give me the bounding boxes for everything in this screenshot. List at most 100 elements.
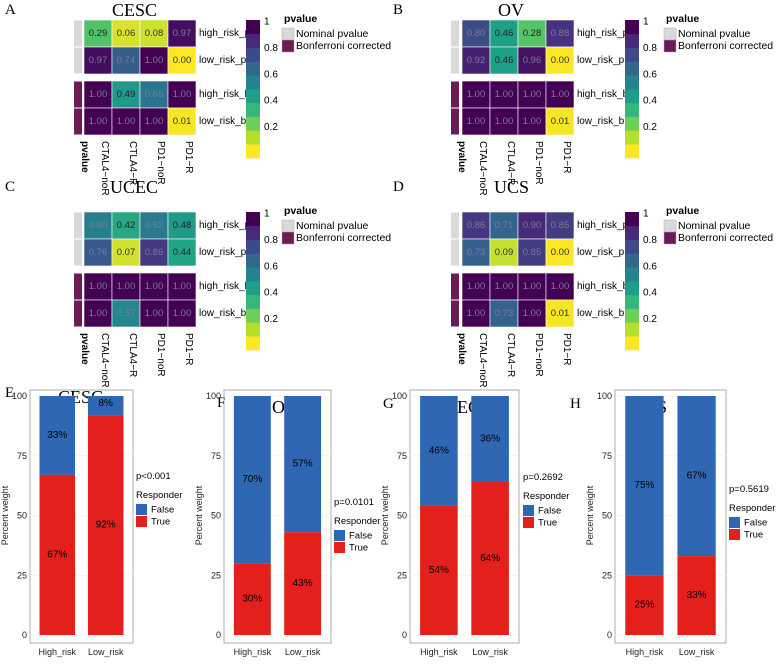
heatmap-cell: [167, 299, 197, 328]
panel-letter: G: [383, 396, 394, 412]
annotation-cell: [74, 81, 82, 108]
colorbar-segment: [246, 336, 260, 351]
legend-label: Bonferroni corrected: [296, 232, 391, 244]
panel-letter: H: [570, 396, 581, 412]
cell-value-label: 0.44: [173, 247, 192, 258]
cell-value-label: 0.60: [89, 220, 108, 231]
cell-value-label: 1.00: [523, 281, 542, 292]
heatmap-cell: [517, 19, 547, 48]
bar-true: [87, 415, 124, 635]
bar-label-false: 70%: [242, 474, 262, 485]
cell-value-label: 1.00: [89, 281, 108, 292]
row-label: high_risk_b: [199, 281, 251, 292]
colorbar-segment: [625, 294, 639, 309]
cell-value-label: 1.00: [523, 116, 542, 127]
legend-title: pvalue: [666, 13, 699, 25]
colorbar-segment: [625, 47, 639, 62]
legend-title: Responder: [334, 516, 380, 527]
legend-label: Nominal pvalue: [678, 220, 751, 232]
annotation-label: pvalue: [456, 141, 467, 173]
heatmap-cell: [83, 211, 113, 240]
panel-letter: F: [217, 395, 225, 411]
bar-true: [39, 474, 76, 635]
heatmap-cell: [517, 80, 547, 109]
panel-letter: D: [393, 179, 404, 195]
heatmap-cell: [489, 46, 519, 75]
heatmap-cell: [139, 46, 169, 75]
legend-label: False: [349, 531, 372, 542]
heatmap-cell: [111, 80, 141, 109]
colorbar-tick-label: 1: [643, 17, 649, 28]
legend-swatch: [281, 219, 295, 233]
annotation-cell: [74, 212, 82, 239]
cell-value-label: 0.92: [467, 55, 486, 66]
bar-true: [284, 532, 322, 635]
panel-title: OV: [498, 0, 524, 20]
cell-value-label: 1.00: [173, 281, 192, 292]
colorbar-segment: [625, 33, 639, 48]
bar-label-true: 33%: [687, 590, 707, 601]
cell-value-label: 0.46: [495, 28, 514, 39]
legend-swatch: [281, 39, 295, 53]
cell-value-label: 1.00: [467, 308, 486, 319]
colorbar-segment: [625, 75, 639, 90]
heatmap-cell: [545, 80, 575, 109]
colorbar-segment: [246, 281, 260, 296]
legend-title: pvalue: [284, 205, 317, 217]
legend-label: True: [349, 543, 368, 554]
cell-value-label: 0.71: [495, 220, 514, 231]
annotation-label: pvalue: [456, 333, 467, 365]
cell-value-label: 0.00: [173, 55, 192, 66]
column-label: CTAL4−noR: [99, 333, 110, 388]
bar-false: [471, 396, 509, 483]
heatmap-cell: [111, 46, 141, 75]
heatmap-cell: [111, 238, 141, 267]
column-label: PD1−R: [183, 141, 194, 174]
heatmap-cell: [545, 238, 575, 267]
colorbar-tick-label: 0.4: [643, 96, 657, 107]
x-tick-label: Low_risk: [285, 647, 321, 657]
bar-false: [677, 396, 716, 557]
colorbar-tick-label: 0.8: [643, 235, 657, 246]
cell-value-label: 1.00: [173, 308, 192, 319]
colorbar-segment: [246, 212, 260, 227]
y-tick-label: 25: [602, 570, 612, 580]
panel-title: UCS: [494, 177, 529, 197]
colorbar-segment: [246, 47, 260, 62]
bar-label-true: 54%: [429, 565, 449, 576]
cell-value-label: 1.00: [523, 89, 542, 100]
legend-label: Nominal pvalue: [296, 220, 369, 232]
legend-label: False: [538, 506, 561, 517]
row-label: high_risk_b: [577, 281, 629, 292]
heatmap-cell: [489, 19, 519, 48]
column-label: PD1−noR: [533, 141, 544, 185]
column-label: CTLA4−R: [505, 333, 516, 377]
colorbar-segment: [625, 144, 639, 159]
cell-value-label: 0.00: [551, 247, 570, 258]
cell-value-label: 1.00: [495, 281, 514, 292]
cell-value-label: 1.00: [551, 89, 570, 100]
colorbar-segment: [625, 130, 639, 145]
cell-value-label: 1.00: [467, 281, 486, 292]
pvalue-label: p<0.001: [136, 471, 171, 482]
row-label: low_risk_b: [577, 308, 625, 319]
colorbar-tick-label: 1: [264, 17, 270, 28]
y-tick-label: 25: [211, 570, 221, 580]
cell-value-label: 1.00: [551, 281, 570, 292]
bar-true: [233, 563, 271, 635]
column-label: CTLA4−R: [127, 333, 138, 377]
cell-value-label: 0.74: [117, 55, 136, 66]
heatmap-cell: [517, 107, 547, 136]
legend-swatch: [663, 27, 677, 41]
legend-label: True: [744, 530, 763, 541]
cell-value-label: 1.00: [145, 116, 164, 127]
bar-true: [471, 482, 509, 635]
annotation-cell: [451, 20, 459, 47]
cell-value-label: 0.85: [523, 247, 542, 258]
y-tick-label: 25: [397, 570, 407, 580]
y-tick-label: 25: [17, 570, 27, 580]
colorbar-segment: [246, 102, 260, 117]
annotation-cell: [451, 81, 459, 108]
panel-title: UCEC: [110, 177, 158, 197]
